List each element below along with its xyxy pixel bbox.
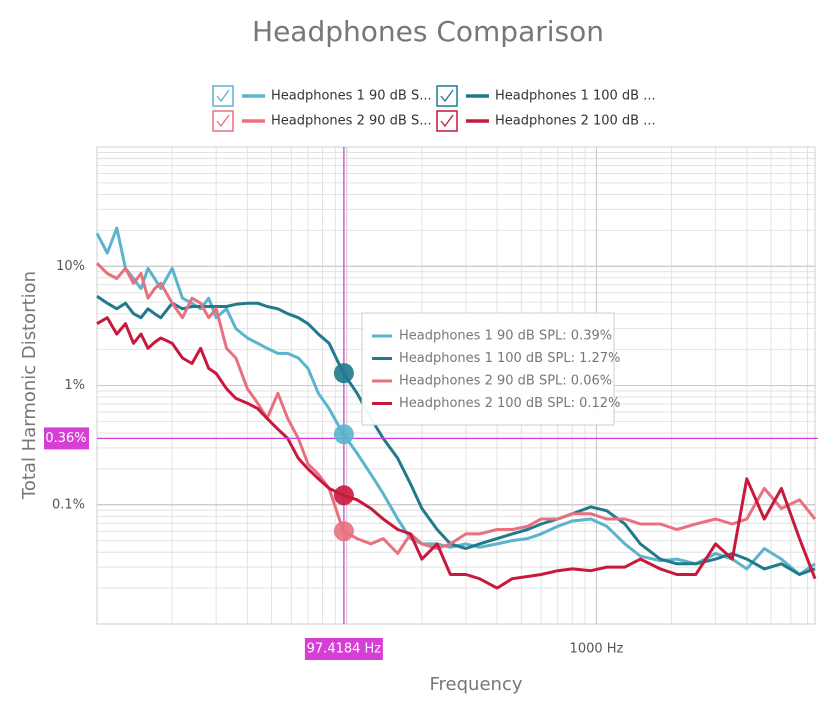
legend-check <box>440 89 454 103</box>
tooltip-marker <box>333 424 354 445</box>
legend-checkbox[interactable] <box>212 110 234 132</box>
chart-title: Headphones Comparison <box>252 15 604 48</box>
tooltip-marker <box>333 521 354 542</box>
series-line <box>96 316 817 590</box>
tooltip-text: Headphones 2 100 dB SPL: 0.12% <box>399 396 620 411</box>
legend-check <box>216 89 230 103</box>
series-line <box>95 226 816 576</box>
legend-item[interactable]: Headphones 2 90 dB S... <box>212 110 432 132</box>
crosshair-x-label: 97.4184 Hz <box>307 642 382 657</box>
y-tick-label: 0.1% <box>52 497 85 512</box>
tooltip-box <box>361 312 615 426</box>
legend-item[interactable]: Headphones 1 90 dB S... <box>212 85 432 107</box>
legend-label: Headphones 2 90 dB S... <box>271 114 432 129</box>
series-line <box>95 262 817 555</box>
tooltip-text: Headphones 1 100 dB SPL: 1.27% <box>399 351 620 366</box>
legend-label: Headphones 2 100 dB ... <box>495 114 656 129</box>
y-tick-label: 10% <box>56 259 85 274</box>
legend-check <box>440 114 454 128</box>
tooltip-text: Headphones 2 90 dB SPL: 0.06% <box>399 374 612 389</box>
legend-item[interactable]: Headphones 2 100 dB ... <box>436 110 656 132</box>
crosshair-y-label-box <box>44 427 89 450</box>
legend-label: Headphones 1 90 dB S... <box>271 89 432 104</box>
tooltip-marker <box>333 485 354 506</box>
x-tick-label: 1000 Hz <box>570 642 624 657</box>
legend-label: Headphones 1 100 dB ... <box>495 89 656 104</box>
legend-checkbox[interactable] <box>436 110 458 132</box>
legend-item[interactable]: Headphones 1 100 dB ... <box>436 85 656 107</box>
x-axis-label: Frequency <box>430 674 523 695</box>
legend-checkbox[interactable] <box>436 85 458 107</box>
tooltip-marker <box>333 363 354 384</box>
y-axis-label: Total Harmonic Distortion <box>19 271 40 500</box>
crosshair-y-label: 0.36% <box>45 431 86 446</box>
y-tick-label: 1% <box>64 378 85 393</box>
tooltip-text: Headphones 1 90 dB SPL: 0.39% <box>399 329 612 344</box>
legend-check <box>216 114 230 128</box>
crosshair-x-label-box <box>304 638 383 660</box>
legend-checkbox[interactable] <box>212 85 234 107</box>
